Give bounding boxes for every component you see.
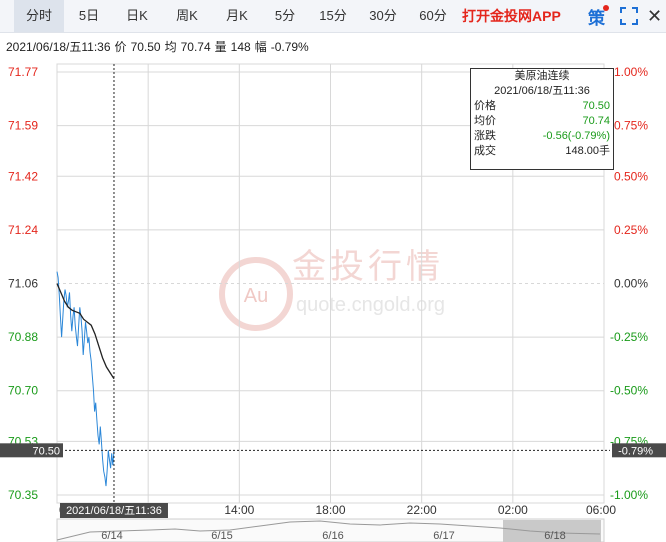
- pct-tick-label: -0.50%: [610, 384, 648, 398]
- y-tick-label: 71.24: [8, 223, 38, 237]
- x-tick-label: 02:00: [498, 503, 528, 517]
- tooltip-label: 均价: [474, 114, 496, 129]
- tooltip-row-volume: 成交 148.00手: [471, 144, 613, 159]
- tooltip-label: 成交: [474, 144, 496, 159]
- x-tick-label: 22:00: [407, 503, 437, 517]
- pct-tick-label: 0.50%: [614, 169, 648, 183]
- y-tick-label: 71.77: [8, 65, 38, 79]
- y-tick-label: 71.59: [8, 119, 38, 133]
- y-tick-label: 70.35: [8, 488, 38, 502]
- x-tick-label: 18:00: [315, 503, 345, 517]
- tooltip-label: 价格: [474, 99, 496, 114]
- tooltip-row-price: 价格 70.50: [471, 99, 613, 114]
- cursor-price-label: 70.50: [32, 445, 60, 457]
- watermark-url: quote.cngold.org: [296, 294, 445, 316]
- y-tick-label: 71.42: [8, 169, 38, 183]
- y-tick-label: 71.06: [8, 277, 38, 291]
- y-tick-label: 70.88: [8, 330, 38, 344]
- tooltip-value: 148.00手: [565, 144, 610, 159]
- pct-tick-label: 1.00%: [614, 65, 648, 79]
- tooltip-value: 70.74: [582, 114, 610, 129]
- overview-date-label: 6/17: [433, 530, 454, 542]
- tooltip-value: 70.50: [582, 99, 610, 114]
- tooltip-value: -0.56(-0.79%): [543, 129, 610, 144]
- pct-tick-label: 0.25%: [614, 223, 648, 237]
- overview-date-label: 6/15: [211, 530, 232, 542]
- pct-tick-label: -0.25%: [610, 330, 648, 344]
- x-tick-label: 14:00: [224, 503, 254, 517]
- overview-date-label: 6/14: [101, 530, 122, 542]
- overview-date-label: 6/16: [322, 530, 343, 542]
- tooltip-row-change: 涨跌 -0.56(-0.79%): [471, 129, 613, 144]
- cursor-time-label: 2021/06/18/五11:36: [66, 505, 162, 517]
- y-tick-label: 70.70: [8, 384, 38, 398]
- tooltip-title: 美原油连续: [471, 69, 613, 84]
- pct-tick-label: 0.00%: [614, 277, 648, 291]
- tooltip-label: 涨跌: [474, 129, 496, 144]
- tooltip-row-avg: 均价 70.74: [471, 114, 613, 129]
- overview-date-label: 6/18: [544, 530, 565, 542]
- avg-price-line: [57, 284, 114, 379]
- quote-tooltip: 美原油连续 2021/06/18/五11:36 价格 70.50 均价 70.7…: [470, 68, 614, 170]
- watermark-logo-text: Au: [244, 285, 268, 307]
- tooltip-datetime: 2021/06/18/五11:36: [471, 84, 613, 99]
- cursor-pct-label: -0.79%: [618, 445, 653, 457]
- pct-tick-label: -1.00%: [610, 488, 648, 502]
- pct-tick-label: 0.75%: [614, 119, 648, 133]
- x-tick-label: 06:00: [586, 503, 616, 517]
